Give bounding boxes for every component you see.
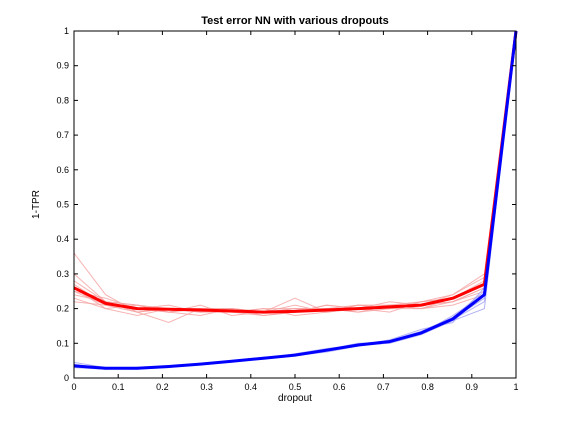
chart-title: Test error NN with various dropouts (201, 15, 388, 27)
y-axis-label: 1-TPR (31, 190, 42, 219)
mean-lines (73, 30, 518, 370)
run-line-0-9 (73, 30, 517, 313)
run-lines (73, 30, 517, 370)
run-line-0-3 (73, 30, 517, 317)
y-axis: 0 0.1 0.2 0.3 0.4 0.5 0.6 0.7 0.8 0.9 1 (56, 26, 516, 383)
run-line-0-6 (73, 30, 517, 317)
y-tick-label-1: 0.1 (56, 338, 69, 348)
x-tick-label-10: 1 (513, 382, 518, 392)
run-line-1-1 (73, 30, 517, 370)
run-line-0-7 (73, 30, 517, 317)
y-tick-label-7: 0.7 (56, 130, 69, 140)
run-line-0-8 (73, 30, 517, 317)
x-tick-label-9: 0.9 (466, 382, 479, 392)
run-line-1-4 (73, 30, 517, 369)
run-line-0-5 (73, 30, 517, 324)
run-line-0-2 (73, 30, 517, 317)
y-tick-label-4: 0.4 (56, 234, 69, 244)
y-tick-label-6: 0.6 (56, 165, 69, 175)
run-line-0-0 (73, 30, 517, 313)
x-tick-label-0: 0 (71, 382, 76, 392)
y-tick-label-3: 0.3 (56, 269, 69, 279)
run-line-0-4 (73, 30, 517, 317)
run-line-0-1 (73, 30, 517, 313)
x-tick-label-7: 0.7 (377, 382, 390, 392)
y-tick-label-8: 0.8 (56, 95, 69, 105)
mean-line-0 (73, 30, 518, 314)
x-tick-label-2: 0.2 (156, 382, 169, 392)
y-tick-label-9: 0.9 (56, 61, 69, 71)
x-axis: 0 0.1 0.2 0.3 0.4 0.5 0.6 0.7 0.8 0.9 1 (71, 31, 519, 392)
y-tick-label-10: 1 (64, 26, 69, 36)
y-tick-label-5: 0.5 (56, 200, 69, 210)
x-tick-label-1: 0.1 (112, 382, 125, 392)
x-tick-label-8: 0.8 (421, 382, 434, 392)
x-tick-label-4: 0.4 (245, 382, 258, 392)
x-axis-label: dropout (278, 393, 312, 404)
x-tick-label-6: 0.6 (333, 382, 346, 392)
x-tick-label-3: 0.3 (200, 382, 213, 392)
mean-line-1 (73, 30, 518, 370)
plot-frame (73, 30, 517, 379)
y-tick-label-0: 0 (64, 373, 69, 383)
x-tick-label-5: 0.5 (289, 382, 302, 392)
y-tick-label-2: 0.2 (56, 304, 69, 314)
